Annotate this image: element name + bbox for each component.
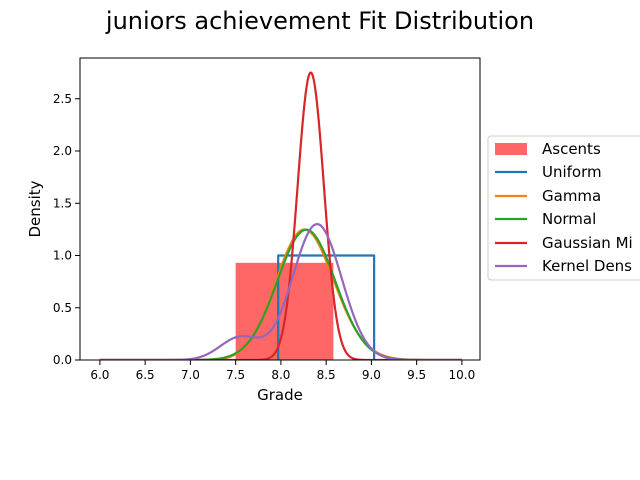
legend-label: Ascents [542, 140, 601, 158]
x-tick-label: 10.0 [449, 368, 476, 382]
legend-label: Gaussian Mi [542, 234, 633, 252]
y-tick-label: 2.5 [53, 92, 72, 106]
y-tick-label: 0.5 [53, 301, 72, 315]
x-axis-label: Grade [257, 386, 303, 404]
histogram-bar-0 [235, 262, 334, 360]
legend: Ascents Uniform Gamma Normal Gaussian Mi Kern… [487, 135, 640, 281]
legend-label: Uniform [542, 163, 602, 181]
legend-swatch-ascents [495, 143, 527, 155]
legend-label: Normal [542, 210, 596, 228]
legend-label: Gamma [542, 187, 601, 205]
y-tick-label: 0.0 [53, 353, 72, 367]
x-tick-label: 9.5 [407, 368, 426, 382]
x-tick-label: 8.0 [271, 368, 290, 382]
y-tick-label: 1.0 [53, 249, 72, 263]
y-tick-label: 1.5 [53, 196, 72, 210]
y-tick-label: 2.0 [53, 144, 72, 158]
x-tick-label: 6.5 [136, 368, 155, 382]
x-tick-label: 6.0 [90, 368, 109, 382]
series-line-gaussian-mixture [99, 71, 463, 360]
plot-area [99, 71, 463, 360]
x-tick-label: 8.5 [317, 368, 336, 382]
legend-label: Kernel Dens [542, 257, 632, 275]
x-tick-label: 7.5 [226, 368, 245, 382]
axes: 6.0 6.5 7.0 7.5 8.0 8.5 9.0 9.5 10.0 0.0 0.5 1.0 1.5… [53, 92, 475, 382]
y-axis-label: Density [26, 180, 44, 237]
x-tick-label: 9.0 [362, 368, 381, 382]
x-tick-label: 7.0 [181, 368, 200, 382]
plot-frame [79, 57, 481, 361]
chart-title: juniors achievement Fit Distribution [105, 7, 534, 35]
